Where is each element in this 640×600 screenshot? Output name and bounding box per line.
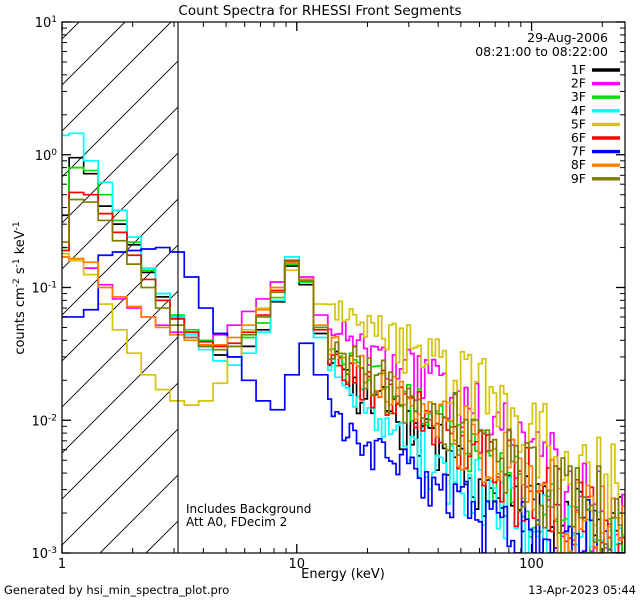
y-axis-title-sup2: -1 bbox=[12, 258, 22, 267]
spectrum-line-8f bbox=[62, 256, 625, 553]
svg-text:100: 100 bbox=[35, 148, 58, 164]
annotation-background: Includes Background bbox=[186, 502, 311, 516]
svg-text:counts cm-2 s-1 keV-1: counts cm-2 s-1 keV-1 bbox=[12, 221, 28, 354]
observation-date: 29-Aug-2006 bbox=[527, 30, 608, 45]
spectrum-line-2f bbox=[62, 256, 625, 553]
svg-text:10-1: 10-1 bbox=[31, 281, 57, 297]
y-axis-title-main3: keV bbox=[13, 230, 28, 258]
spectra-curves bbox=[62, 132, 625, 553]
y-tick-label: 10-1 bbox=[31, 281, 57, 297]
y-tick-label: 100 bbox=[35, 148, 58, 164]
svg-text:101: 101 bbox=[35, 15, 57, 31]
legend-label-2f[interactable]: 2F bbox=[571, 76, 586, 91]
x-tick-label: 1 bbox=[58, 557, 66, 572]
legend-label-4f[interactable]: 4F bbox=[571, 103, 586, 118]
y-axis-title-main2: s bbox=[13, 267, 28, 278]
y-axis-title-sup1: -2 bbox=[12, 278, 22, 287]
y-axis-tick-labels: 101 100 10-1 10-2 10-3 bbox=[31, 15, 57, 562]
legend-label-3f[interactable]: 3F bbox=[571, 89, 586, 104]
footer-timestamp: 13-Apr-2023 05:44 bbox=[528, 583, 636, 597]
legend-label-8f[interactable]: 8F bbox=[571, 157, 586, 172]
legend-label-5f[interactable]: 5F bbox=[571, 116, 586, 131]
y-tick-label: 10-3 bbox=[31, 546, 57, 562]
annotation-attenuator: Att A0, FDecim 2 bbox=[186, 515, 287, 529]
svg-text:10-3: 10-3 bbox=[31, 546, 57, 562]
x-tick-label: 100 bbox=[519, 557, 544, 572]
x-axis-tick-labels: 1 10 100 bbox=[58, 557, 544, 572]
observation-time-range: 08:21:00 to 08:22:00 bbox=[475, 44, 608, 59]
svg-text:10-2: 10-2 bbox=[31, 413, 57, 429]
y-axis-title: counts cm-2 s-1 keV-1 bbox=[12, 221, 28, 354]
spectrum-line-9f bbox=[62, 198, 625, 553]
page-title: Count Spectra for RHESSI Front Segments bbox=[178, 3, 461, 19]
x-axis-title: Energy (keV) bbox=[301, 567, 385, 582]
y-tick-label: 10-2 bbox=[31, 413, 57, 429]
plot-frame bbox=[61, 21, 626, 554]
y-tick-label: 101 bbox=[35, 15, 57, 31]
y-axis-title-sup3: -1 bbox=[12, 221, 22, 230]
legend-label-6f[interactable]: 6F bbox=[571, 130, 586, 145]
footer-generator: Generated by hsi_min_spectra_plot.pro bbox=[4, 583, 229, 597]
legend-label-1f[interactable]: 1F bbox=[571, 62, 586, 77]
x-tick-label: 10 bbox=[289, 557, 306, 572]
legend-label-7f[interactable]: 7F bbox=[571, 144, 586, 159]
legend-label-9f[interactable]: 9F bbox=[571, 171, 586, 186]
excluded-energy-hatch bbox=[62, 22, 178, 553]
y-axis-title-main1: counts cm bbox=[13, 287, 28, 354]
